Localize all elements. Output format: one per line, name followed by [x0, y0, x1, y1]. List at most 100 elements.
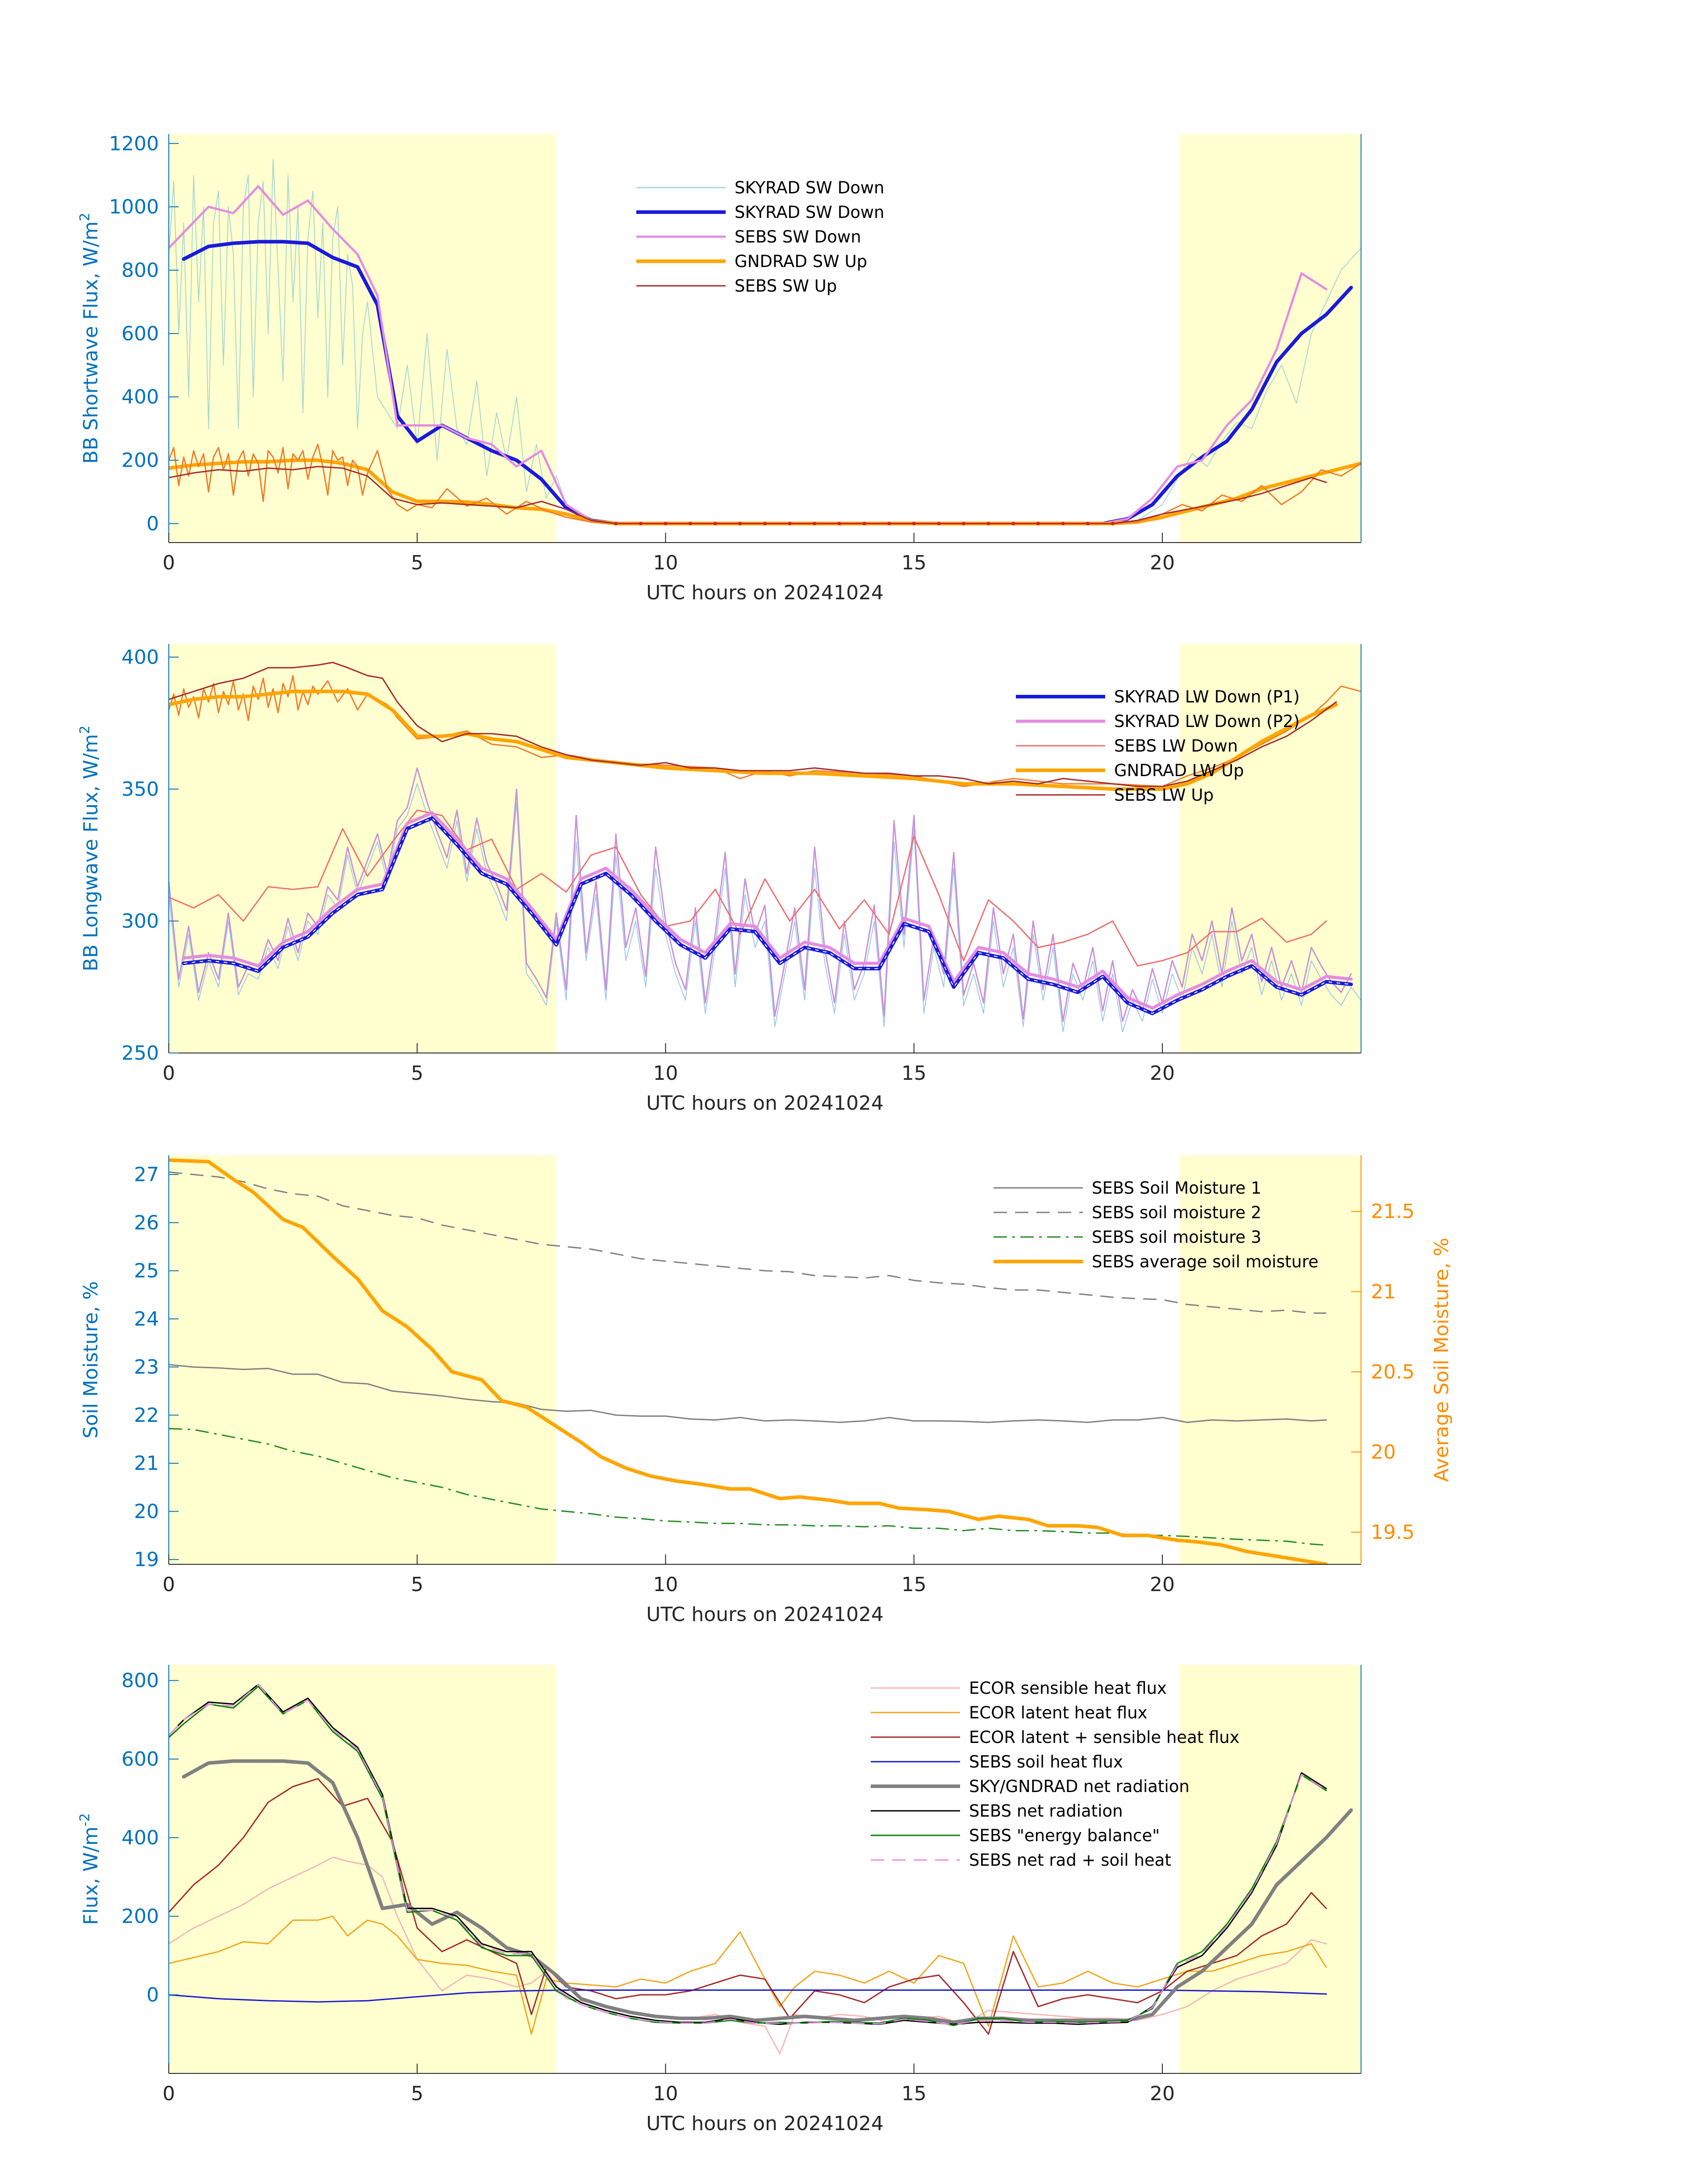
y-tick-label: 21: [134, 1452, 159, 1475]
legend-label: ECOR sensible heat flux: [969, 1679, 1167, 1698]
x-tick-label: 15: [902, 1062, 927, 1085]
right-y-tick-label: 20.5: [1371, 1361, 1415, 1383]
series-line-8: [169, 1684, 1327, 2026]
y-tick-label: 200: [121, 449, 159, 472]
y-tick-label: 400: [121, 646, 159, 669]
series-marker: [1061, 522, 1065, 526]
series-line-3: [169, 1778, 1327, 2035]
x-tick-label: 0: [163, 1573, 175, 1596]
x-tick-label: 10: [653, 1062, 678, 1085]
legend-label: GNDRAD SW Up: [735, 252, 867, 271]
series-group: [169, 661, 1361, 1032]
y-tick-label: 400: [121, 1826, 159, 1849]
y-tick-label: 27: [134, 1163, 159, 1186]
x-axis-label: UTC hours on 20241024: [646, 1092, 884, 1115]
legend: SEBS Soil Moisture 1 SEBS soil moisture 2…: [994, 1178, 1319, 1271]
legend-label: SEBS soil moisture 2: [1092, 1203, 1261, 1222]
series-marker: [639, 522, 643, 526]
legend: SKYRAD LW Down (P1) SKYRAD LW Down (P2) SE…: [1016, 687, 1300, 805]
right-y-tick-label: 21.5: [1371, 1200, 1415, 1223]
legend-label: SKYRAD LW Down (P2): [1114, 712, 1300, 731]
x-tick-label: 5: [411, 552, 423, 574]
x-tick-label: 20: [1150, 552, 1175, 574]
series-marker: [837, 522, 841, 526]
y-tick-label: 23: [134, 1356, 159, 1379]
legend-label: SKY/GNDRAD net radiation: [969, 1777, 1190, 1796]
legend-label: SEBS SW Up: [735, 276, 837, 296]
y-tick-label: 0: [146, 1984, 159, 2006]
legend-label: SKYRAD SW Down: [735, 178, 884, 197]
series-line-6: [169, 809, 1327, 967]
series-marker: [713, 522, 717, 526]
y-tick-label: 22: [134, 1404, 159, 1427]
legend-label: SEBS net radiation: [969, 1801, 1123, 1821]
legend-label: SEBS "energy balance": [969, 1826, 1160, 1845]
series-line-2: [169, 1915, 1327, 2035]
series-marker: [1111, 522, 1115, 526]
series-marker: [763, 522, 767, 526]
y-tick-label: 600: [121, 322, 159, 345]
x-tick-label: 10: [653, 1573, 678, 1596]
legend: SKYRAD SW Down SKYRAD SW Down SEBS SW Down…: [636, 178, 884, 296]
chart-panel-3: 0 5 10 15 20 19 20 21 22 23 24 25 26 27 19.5 20 20.5 21 21…: [79, 1155, 1453, 1626]
y-axis-label: BB Shortwave Flux, W/m2: [77, 213, 102, 464]
series-marker: [689, 522, 693, 526]
y-tick-label: 200: [121, 1905, 159, 1928]
y-tick-label: 26: [134, 1212, 159, 1234]
y-tick-label: 19: [134, 1548, 159, 1571]
legend-label: SEBS Soil Moisture 1: [1092, 1178, 1261, 1198]
chart-panel-2: 0 5 10 15 20 250 300 350 400 UTC hours on 2024102…: [77, 644, 1361, 1115]
series-group: [169, 159, 1361, 526]
right-y-tick-label: 20: [1371, 1441, 1396, 1464]
x-tick-label: 20: [1150, 1573, 1175, 1596]
series-marker: [664, 522, 668, 526]
night-shading-1: [169, 644, 556, 1053]
series-marker: [614, 522, 618, 526]
y-tick-label: 300: [121, 910, 159, 933]
y-tick-label: 350: [121, 778, 159, 801]
series-line-4: [169, 1158, 1328, 1564]
x-tick-label: 15: [902, 552, 927, 574]
right-y-tick-label: 19.5: [1371, 1521, 1415, 1544]
series-marker: [937, 522, 941, 526]
y-axis-label: Soil Moisture, %: [79, 1281, 102, 1438]
y-tick-label: 250: [121, 1042, 159, 1065]
x-tick-label: 10: [653, 2082, 678, 2105]
series-line-5: [169, 767, 1352, 1022]
x-axis-label: UTC hours on 20241024: [646, 2112, 884, 2135]
night-shading-1: [169, 1665, 556, 2073]
y-tick-label: 400: [121, 386, 159, 409]
series-marker: [1086, 522, 1090, 526]
night-shading-2: [1179, 1665, 1361, 2073]
series-marker: [788, 522, 792, 526]
series-line-2: [169, 1171, 1327, 1314]
x-tick-label: 0: [163, 1062, 175, 1085]
y-tick-label: 800: [121, 1669, 159, 1692]
y-tick-label: 0: [146, 512, 159, 535]
night-shading-1: [169, 1155, 556, 1564]
y-tick-label: 25: [134, 1260, 159, 1283]
x-tick-label: 20: [1150, 2082, 1175, 2105]
legend-label: SKYRAD SW Down: [735, 203, 884, 222]
y-tick-label: 800: [121, 259, 159, 282]
legend-label: ECOR latent + sensible heat flux: [969, 1728, 1240, 1747]
y-tick-label: 24: [134, 1308, 159, 1330]
x-axis-label: UTC hours on 20241024: [646, 581, 884, 604]
y-axis-label: BB Longwave Flux, W/m2: [77, 726, 102, 972]
series-marker: [862, 522, 866, 526]
y-tick-label: 1000: [109, 196, 159, 218]
x-tick-label: 5: [411, 1062, 423, 1085]
series-marker: [986, 522, 990, 526]
x-tick-label: 15: [902, 2082, 927, 2105]
series-marker: [1011, 522, 1015, 526]
legend-label: SEBS net rad + soil heat: [969, 1851, 1171, 1870]
series-marker: [962, 522, 965, 526]
right-y-axis-label: Average Soil Moisture, %: [1430, 1237, 1453, 1482]
series-marker: [887, 522, 891, 526]
series-marker: [813, 522, 817, 526]
night-shading-2: [1179, 134, 1361, 543]
x-tick-label: 15: [902, 1573, 927, 1596]
legend-label: SEBS LW Up: [1114, 786, 1214, 805]
